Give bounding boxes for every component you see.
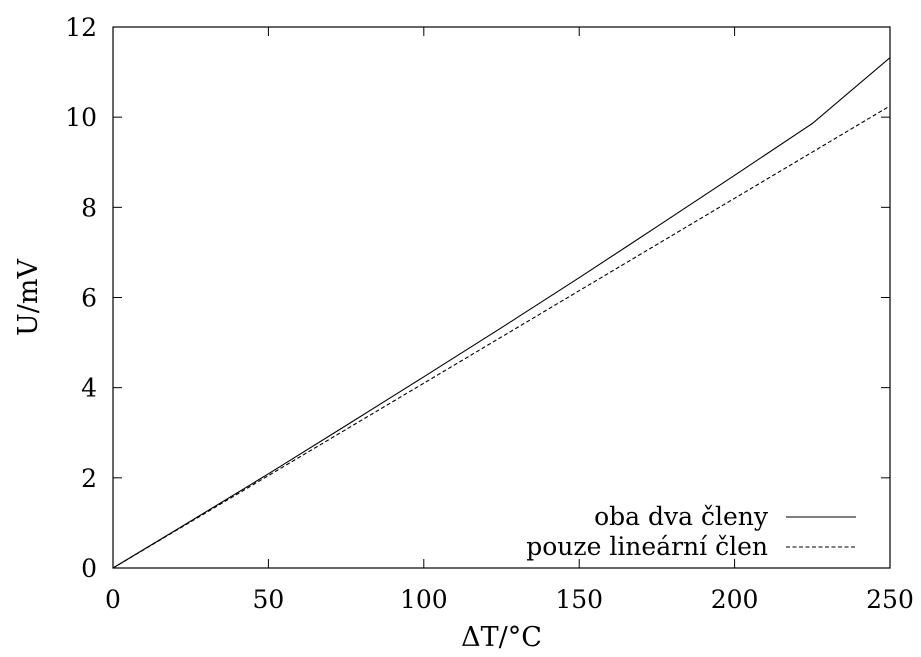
y-tick-label: 10 — [65, 103, 97, 132]
series-line-both-terms — [112, 57, 891, 569]
y-tick-label: 8 — [81, 193, 97, 222]
series-lines — [112, 57, 891, 569]
y-tick-label: 4 — [81, 374, 97, 403]
legend-label-pouze-linearni-clen: pouze lineární člen — [526, 532, 768, 561]
x-tick-label: 250 — [866, 585, 914, 614]
axis-ticks — [112, 26, 891, 569]
plot-frame — [112, 26, 891, 569]
y-tick-label: 12 — [65, 13, 97, 42]
legend: oba dva členy pouze lineární člen — [526, 502, 856, 561]
x-tick-label: 50 — [252, 585, 284, 614]
legend-label-oba-dva-cleny: oba dva členy — [594, 502, 769, 531]
y-axis-label: U/mV — [13, 259, 44, 336]
y-tick-label: 6 — [81, 284, 97, 313]
y-tick-label: 0 — [81, 554, 97, 583]
y-tick-label: 2 — [81, 464, 97, 493]
y-tick-labels: 0 2 4 6 8 10 12 — [65, 13, 97, 583]
x-tick-label: 100 — [400, 585, 448, 614]
x-tick-label: 150 — [555, 585, 603, 614]
series-line-linear-term — [112, 105, 891, 569]
x-tick-label: 200 — [711, 585, 759, 614]
x-axis-label: ΔT/°C — [461, 622, 542, 653]
x-tick-labels: 0 50 100 150 200 250 — [105, 585, 914, 614]
x-tick-label: 0 — [105, 585, 121, 614]
